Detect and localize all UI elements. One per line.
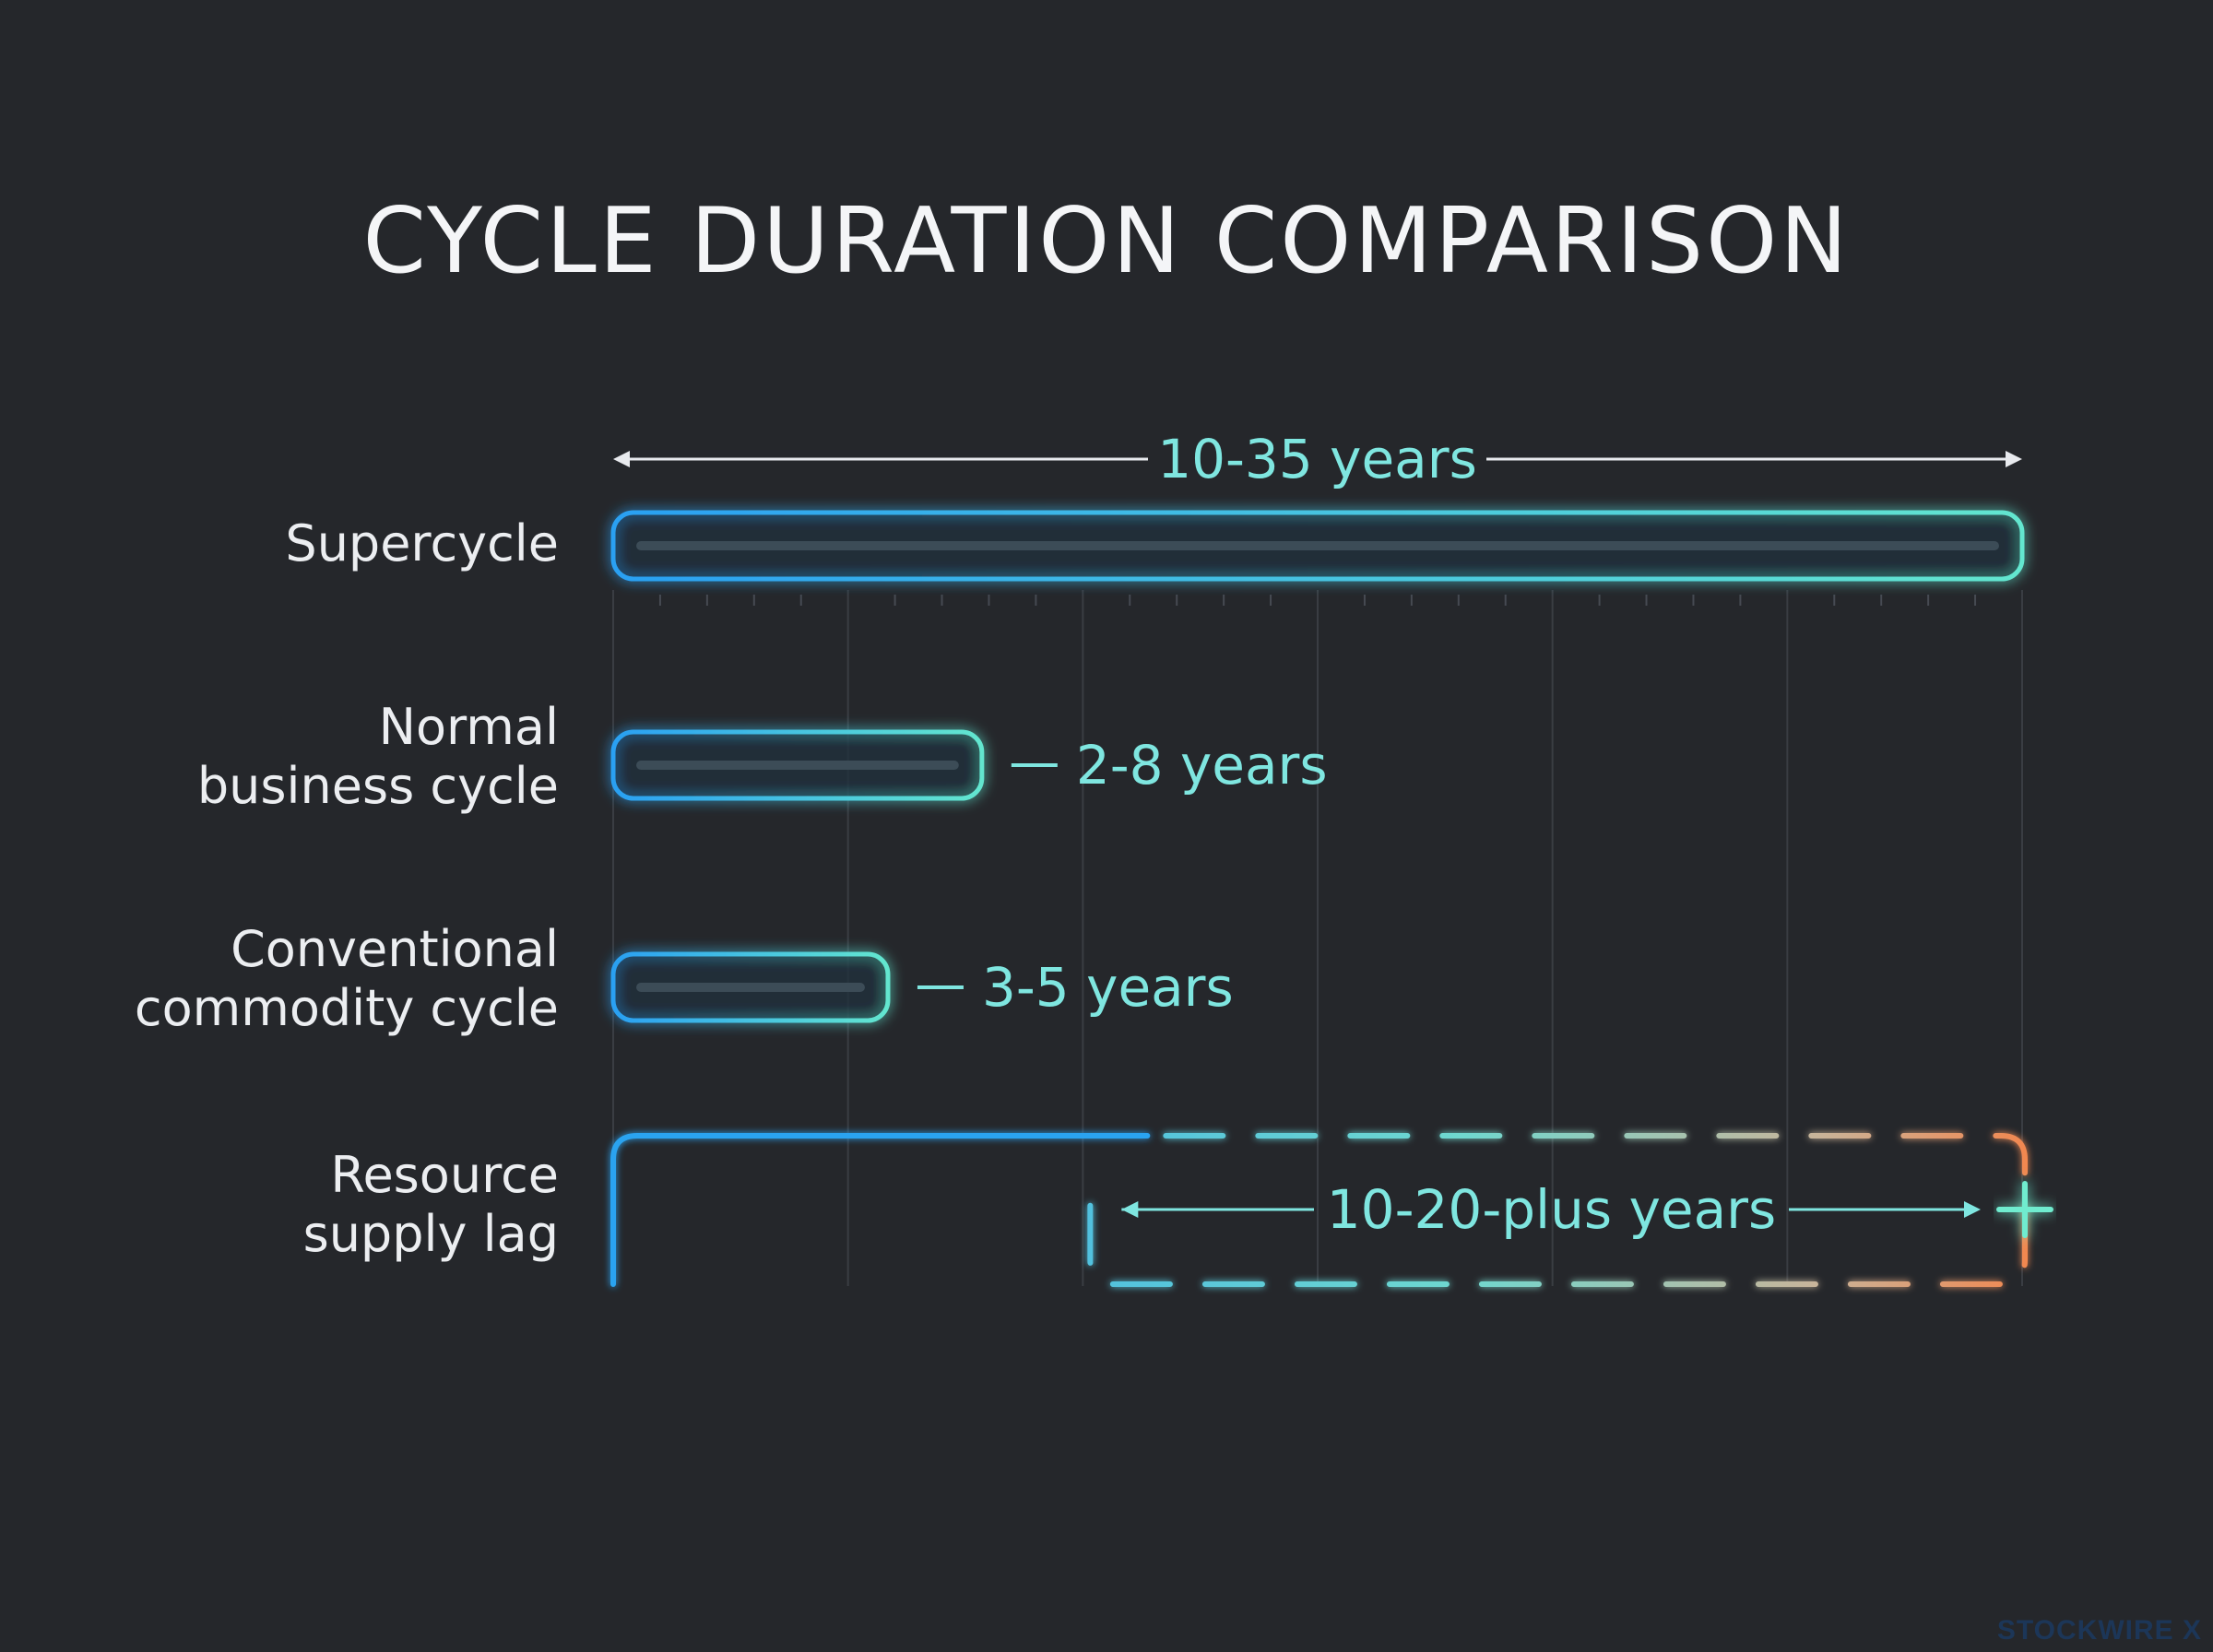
range-labels: 10-35 years 2-8 years 3-5 years 10-20-plus …	[613, 428, 2053, 1241]
lag-arrow-head	[1121, 1201, 1139, 1218]
row-label-line: supply lag	[302, 1205, 559, 1263]
row-label-line: business cycle	[196, 757, 559, 815]
watermark-logo: STOCKWIRE X	[1996, 1615, 2202, 1646]
row-label-conventional-commodity-cycle: Conventional commodity cycle	[6, 920, 559, 1038]
row-label-line: commodity cycle	[134, 979, 559, 1037]
minor-ticks	[658, 595, 1977, 606]
bars	[610, 510, 2028, 1287]
span-arrow-head	[613, 451, 630, 467]
row-label-line: Resource	[330, 1146, 559, 1204]
bar-resource-supply-lag-solid	[610, 1133, 1151, 1287]
range-label-supercycle: 10-35 years	[1157, 428, 1477, 490]
bar-resource-supply-lag-dashed	[1087, 1133, 2028, 1287]
grid-lines	[612, 590, 2023, 1286]
row-label-supercycle: Supercycle	[6, 514, 559, 573]
row-label-resource-supply-lag: Resource supply lag	[6, 1146, 559, 1264]
lag-arrow-head	[1964, 1201, 1981, 1218]
plus-marker-icon	[1996, 1181, 2053, 1238]
range-label-resource-supply-lag: 10-20-plus years	[1327, 1178, 1776, 1241]
range-label-conventional-commodity-cycle: 3-5 years	[982, 956, 1234, 1019]
row-label-line: Conventional	[231, 920, 559, 978]
range-label-normal-business-cycle: 2-8 years	[1076, 734, 1328, 796]
row-label-line: Normal	[378, 698, 559, 756]
row-label-line: Supercycle	[285, 514, 559, 572]
row-label-normal-business-cycle: Normal business cycle	[6, 698, 559, 816]
chart-title: CYCLE DURATION COMPARISON	[362, 189, 1851, 294]
span-arrow-head	[2006, 451, 2022, 467]
